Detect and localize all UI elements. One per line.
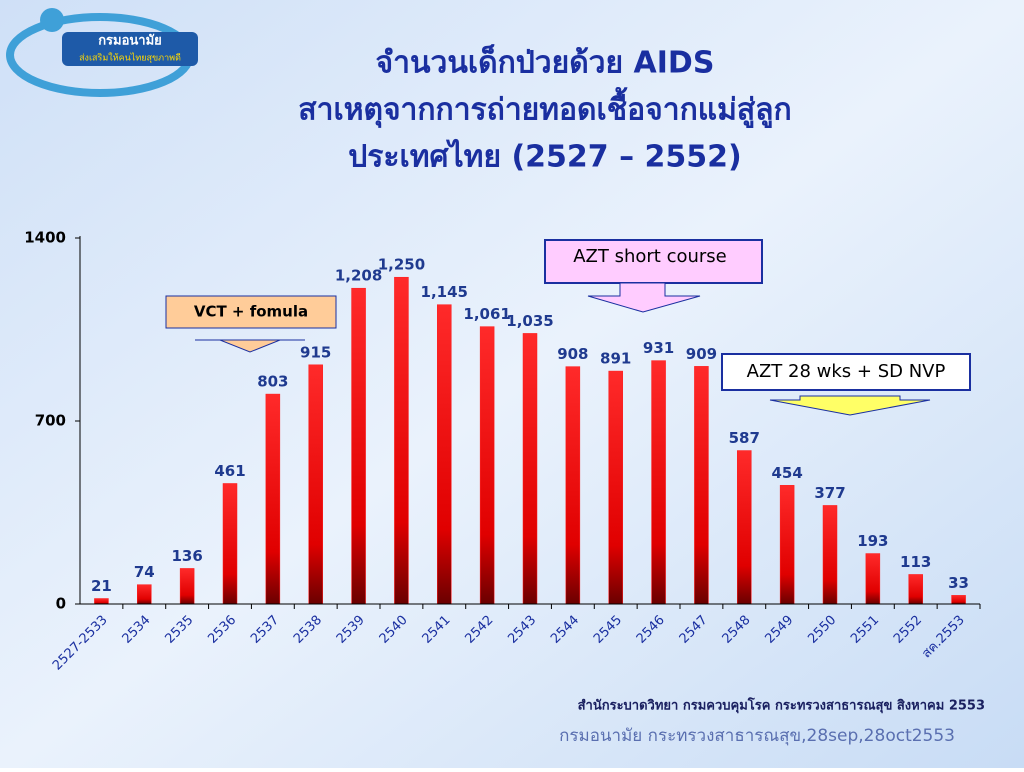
bar	[394, 276, 409, 605]
value-label: 21	[91, 577, 112, 595]
annotation-vct: VCT + fomula	[165, 295, 337, 353]
logo-slogan: ส่งเสริมให้คนไทยสุขภาพดี	[79, 53, 181, 64]
value-label: 1,145	[421, 283, 468, 301]
logo-name: กรมอนามัย	[98, 34, 162, 49]
bar	[351, 287, 366, 605]
bar	[308, 364, 323, 605]
bar	[222, 483, 238, 605]
value-label: 113	[900, 553, 931, 571]
annotation-text: VCT + fomula	[194, 303, 308, 321]
value-label: 803	[257, 373, 288, 391]
value-label: 1,250	[378, 256, 425, 274]
bar	[865, 553, 881, 605]
value-label: 1,061	[463, 305, 510, 323]
bar	[437, 304, 452, 605]
value-label: 908	[557, 345, 588, 363]
y-tick-label: 1400	[24, 229, 66, 247]
bar	[822, 505, 838, 605]
annotation-azt-28: AZT 28 wks + SD NVP	[721, 353, 971, 416]
bar	[737, 450, 752, 605]
value-label: 931	[643, 339, 674, 357]
bar	[479, 326, 495, 605]
annotation-text: AZT short course	[573, 246, 727, 267]
title-line: จำนวนเด็กป่วยด้วย AIDS	[376, 44, 715, 81]
title-line: สาเหตุจากการถ่ายทอดเชื้อจากแม่สู่ลูก	[298, 87, 791, 129]
value-label: 74	[134, 563, 155, 581]
bar	[137, 584, 152, 605]
value-label: 377	[814, 484, 845, 502]
bar	[179, 568, 195, 605]
title-line: ประเทศไทย (2527 – 2552)	[348, 139, 742, 175]
bar	[779, 485, 795, 605]
value-label: 915	[300, 343, 331, 361]
source: สำนักระบาดวิทยา กรมควบคุมโรค กระทรวงสาธา…	[578, 697, 985, 714]
annotation-text: AZT 28 wks + SD NVP	[747, 361, 946, 382]
bar	[951, 595, 966, 605]
value-label: 193	[857, 532, 888, 550]
value-label: 1,208	[335, 267, 382, 285]
value-label: 136	[171, 547, 202, 565]
value-label: 461	[214, 462, 245, 480]
y-tick-label: 0	[56, 595, 66, 613]
bar	[94, 598, 109, 605]
value-label: 1,035	[506, 312, 553, 330]
bar	[522, 333, 538, 605]
bar	[565, 366, 581, 605]
value-label: 909	[686, 345, 717, 363]
bar	[265, 393, 281, 605]
logo: กรมอนามัย ส่งเสริมให้คนไทยสุขภาพดี	[6, 8, 198, 97]
value-label: 587	[729, 429, 760, 447]
y-tick-label: 700	[35, 412, 66, 430]
bar	[651, 360, 666, 605]
footer: กรมอนามัย กระทรวงสาธารณสุข,28sep,28oct25…	[559, 726, 955, 746]
value-label: 454	[771, 464, 802, 482]
value-label: 33	[948, 574, 969, 592]
bar	[694, 366, 709, 605]
bar	[908, 574, 923, 605]
value-label: 891	[600, 350, 631, 368]
annotation-azt-short: AZT short course	[544, 239, 763, 313]
bar	[608, 370, 623, 605]
